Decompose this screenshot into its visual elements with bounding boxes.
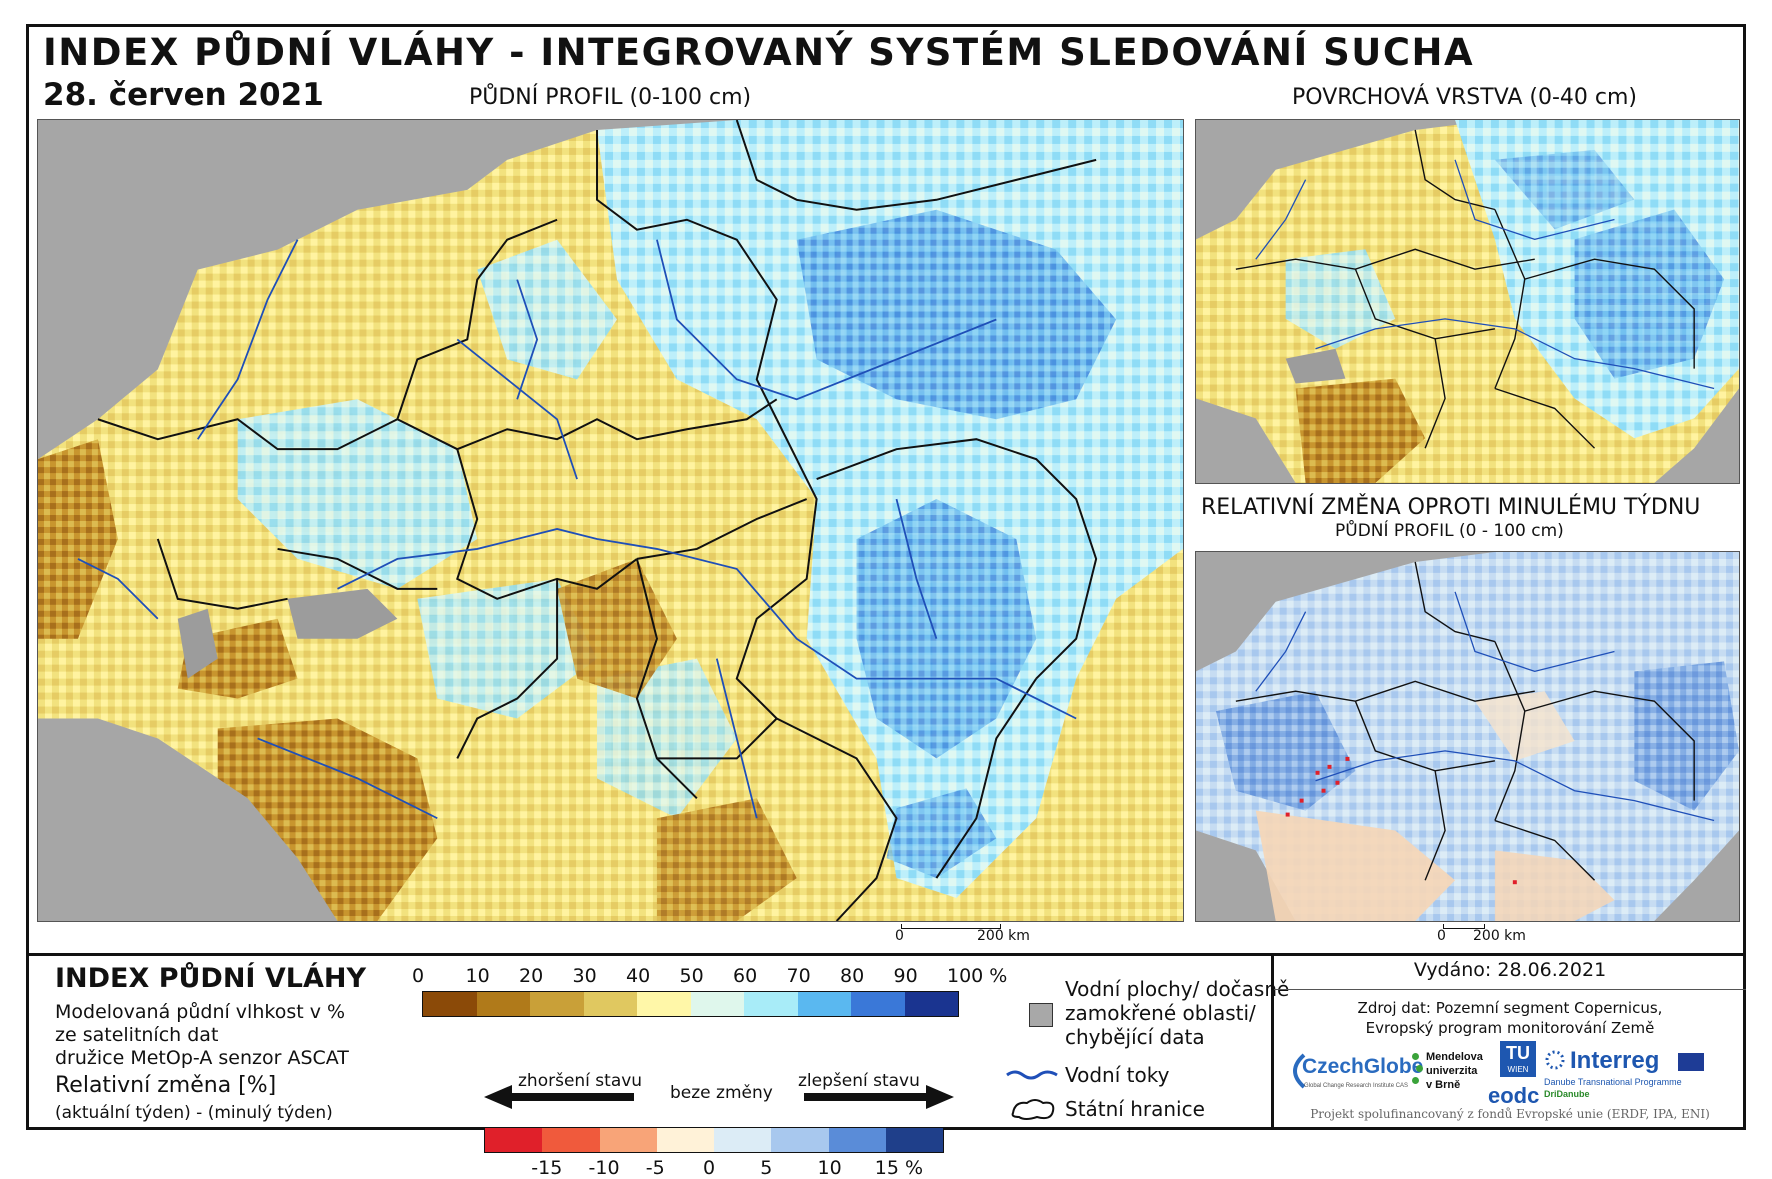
water-swatch [1029, 1003, 1053, 1027]
relative-change-map [1195, 551, 1740, 922]
borders-label: Státní hranice [1065, 1097, 1205, 1121]
change-ramp-swatch [542, 1128, 600, 1152]
credits-panel: Vydáno: 28.06.2021 Zdroj dat: Pozemní se… [1271, 953, 1746, 1130]
legend-desc-1: Modelovaná půdní vlhkost v % [55, 1001, 346, 1023]
index-color-ramp [422, 991, 959, 1017]
cofinancing-footer: Projekt spolufinancovaný z fondů Evropsk… [1310, 1107, 1710, 1121]
border-icon [1011, 1099, 1055, 1120]
legend-title: INDEX PŮDNÍ VLÁHY [55, 963, 367, 994]
change-scale-end-label: 200 km [1473, 928, 1526, 944]
change-ramp-swatch [885, 1128, 943, 1152]
change-ramp-swatch [599, 1128, 657, 1152]
eu-flag-icon [1678, 1053, 1704, 1071]
change-ramp-swatch [771, 1128, 829, 1152]
index-tick-label: 80 [840, 965, 865, 987]
index-ramp-swatch [476, 992, 530, 1016]
header: INDEX PŮDNÍ VLÁHY - INTEGROVANÝ SYSTÉM S… [29, 27, 1743, 119]
river-icon [1006, 1070, 1058, 1080]
change-tick-label: -5 [645, 1157, 665, 1179]
index-tick-label: 50 [679, 965, 704, 987]
rivers-label: Vodní toky [1065, 1063, 1170, 1087]
change-map-scale: 0 200 km [1437, 924, 1537, 946]
change-direction-arrows: zhoršení stavu beze změny zlepšení stavu [484, 1071, 954, 1117]
water-label-2: zamokřené oblasti/ [1065, 1001, 1256, 1025]
index-tick-label: 70 [786, 965, 811, 987]
index-ramp-swatch [530, 992, 584, 1016]
change-tick-label: 5 [760, 1157, 773, 1179]
eodc-logo: eodc [1488, 1083, 1540, 1108]
main-soil-moisture-map [37, 119, 1184, 922]
mendel-dot-icon [1412, 1077, 1419, 1084]
index-ramp-swatch [583, 992, 637, 1016]
scale-zero-label: 0 [895, 928, 904, 944]
czechglobe-arc-icon [1293, 1053, 1306, 1089]
change-ramp-swatch [485, 1128, 543, 1152]
interreg-star-icon [1545, 1050, 1565, 1070]
data-source-2: Evropský program monitorování Země [1365, 1019, 1655, 1037]
index-tick-label: 90 [893, 965, 918, 987]
issued-date: Vydáno: 28.06.2021 [1413, 959, 1607, 981]
change-scale-zero-label: 0 [1437, 928, 1446, 944]
main-map-scale: 0 200 km [895, 924, 1030, 946]
index-tick-label: 0 [412, 965, 425, 987]
index-ramp-swatch [797, 992, 851, 1016]
index-ramp-swatch [423, 992, 477, 1016]
legend-area [29, 953, 1743, 1133]
index-tick-label: 60 [733, 965, 758, 987]
change-ramp-swatch [656, 1128, 714, 1152]
index-tick-label: 20 [519, 965, 544, 987]
tu-wien-logo: TU WIEN [1500, 1041, 1536, 1077]
index-ramp-swatch [690, 992, 744, 1016]
change-ramp-swatch [714, 1128, 772, 1152]
change-map-subtitle: PŮDNÍ PROFIL (0 - 100 cm) [1335, 521, 1564, 541]
index-ramp-swatch [904, 992, 958, 1016]
issue-date-heading: 28. červen 2021 [43, 77, 324, 113]
interreg-logo: Interreg Danube Transnational Programme … [1544, 1045, 1744, 1103]
index-tick-label: 40 [626, 965, 651, 987]
change-ramp-swatch [828, 1128, 886, 1152]
legend-desc-3: družice MetOp-A senzor ASCAT [55, 1047, 349, 1069]
change-legend-desc: (aktuální týden) - (minulý týden) [55, 1103, 333, 1123]
scale-end-label: 200 km [977, 928, 1030, 944]
change-tick-label: 0 [703, 1157, 716, 1179]
better-label: zlepšení stavu [798, 1071, 920, 1091]
change-tick-label: -15 [531, 1157, 563, 1179]
change-map-title: RELATIVNÍ ZMĚNA OPROTI MINULÉMU TÝDNU [1201, 495, 1701, 520]
change-tick-label: 10 [817, 1157, 842, 1179]
index-ramp-swatch [637, 992, 691, 1016]
map-frame: INDEX PŮDNÍ VLÁHY - INTEGROVANÝ SYSTÉM S… [26, 24, 1746, 1179]
no-change-label: beze změny [670, 1083, 773, 1103]
surface-layer-map [1195, 119, 1740, 484]
index-tick-label: 100 % [947, 965, 1008, 987]
index-tick-label: 30 [572, 965, 597, 987]
water-label-1: Vodní plochy/ dočasně [1065, 977, 1290, 1001]
direction-arrow-icon [484, 1085, 954, 1109]
mendel-dot-icon [1412, 1053, 1419, 1060]
change-map-graphic [1196, 552, 1739, 921]
index-tick-label: 10 [465, 965, 490, 987]
czechglobe-logo: CzechGlobe Global Change Research Instit… [1284, 1049, 1423, 1099]
worse-label: zhoršení stavu [518, 1071, 643, 1091]
main-map-graphic [38, 120, 1183, 921]
index-ramp-swatch [744, 992, 798, 1016]
change-tick-label: 15 % [874, 1157, 924, 1179]
legend-desc-2: ze satelitních dat [55, 1024, 219, 1046]
water-label-3: chybějící data [1065, 1025, 1205, 1049]
page-title: INDEX PŮDNÍ VLÁHY - INTEGROVANÝ SYSTÉM S… [43, 31, 1475, 74]
mendel-university-logo: Mendelova univerzita v Brně [1412, 1049, 1492, 1103]
mendel-dot-icon [1416, 1065, 1423, 1072]
change-color-ramp [484, 1127, 944, 1153]
index-ramp-swatch [851, 992, 905, 1016]
data-source-1: Zdroj dat: Pozemní segment Copernicus, [1357, 999, 1663, 1017]
surface-map-graphic [1196, 120, 1739, 483]
change-tick-label: -10 [588, 1157, 620, 1179]
surface-map-title: POVRCHOVÁ VRSTVA (0-40 cm) [1292, 85, 1637, 110]
change-legend-title: Relativní změna [%] [55, 1073, 277, 1098]
main-map-title: PŮDNÍ PROFIL (0-100 cm) [469, 85, 752, 110]
